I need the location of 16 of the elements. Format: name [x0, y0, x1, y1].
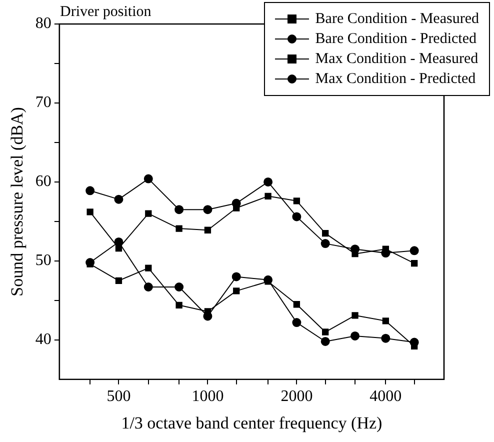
x-tick-label: 500 — [106, 388, 131, 406]
y-tick-label: 40 — [35, 331, 52, 348]
x-tick-label: 2000 — [280, 388, 313, 406]
legend-label: Bare Condition - Predicted — [315, 30, 476, 49]
y-axis-title: Sound pressure level (dBA) — [8, 107, 27, 296]
x-tick-label: 1000 — [192, 388, 224, 406]
y-tick-label: 50 — [35, 252, 52, 270]
legend-label: Max Condition - Measured — [315, 50, 478, 69]
y-tick-label: 70 — [35, 94, 52, 112]
y-tick-label: 60 — [35, 173, 52, 190]
y-tick-label: 80 — [35, 15, 52, 32]
chart-title: Driver position — [60, 4, 152, 21]
x-tick-label: 4000 — [370, 388, 402, 406]
x-axis-title: 1/3 octave band center frequency (Hz) — [121, 413, 382, 432]
legend-label: Bare Condition - Measured — [315, 10, 479, 29]
legend-label: Max Condition - Predicted — [315, 70, 476, 89]
